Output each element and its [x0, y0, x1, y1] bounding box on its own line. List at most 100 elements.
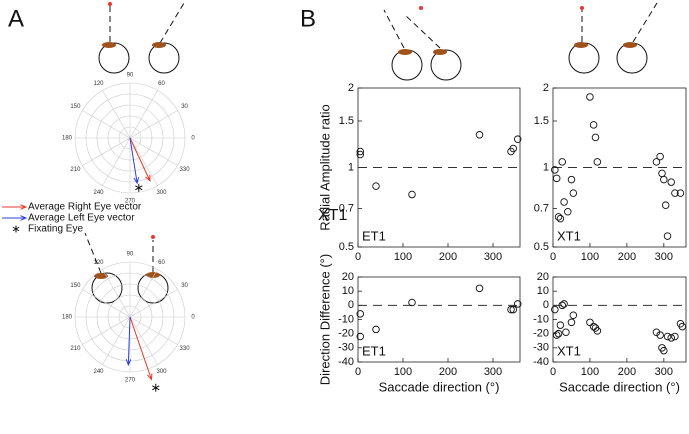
data-point — [671, 332, 679, 341]
x-tick-label: 100 — [394, 251, 412, 263]
data-point — [356, 150, 365, 159]
data-point — [558, 158, 566, 166]
polar-tick-label: 30 — [181, 283, 188, 289]
y-tick-label: 10 — [537, 285, 549, 297]
data-point — [564, 207, 572, 216]
vector-arrow — [125, 316, 132, 367]
x-tick-label: 300 — [484, 251, 502, 263]
x-tick-label: 300 — [655, 366, 673, 378]
data-point — [556, 214, 565, 223]
data-point — [567, 175, 576, 184]
x-tick-label: 100 — [581, 366, 599, 378]
polar-spoke — [82, 137, 131, 166]
vector-arrow — [129, 316, 153, 381]
polar-tick-label: 300 — [156, 190, 167, 196]
polar-spoke — [129, 316, 178, 345]
polar-spoke — [82, 316, 131, 345]
data-point — [372, 325, 380, 334]
polar-tick-label: 0 — [191, 136, 195, 142]
data-point — [514, 135, 522, 143]
panel-label: A — [8, 5, 24, 32]
polar-tick-label: 240 — [93, 369, 104, 375]
legend-label: Fixating Eye — [28, 224, 83, 235]
data-point — [551, 166, 559, 174]
y-tick-label: -30 — [533, 342, 549, 354]
data-point — [551, 305, 559, 314]
plot-annotation: XT1 — [557, 343, 581, 358]
y-tick-label: 10 — [342, 285, 354, 297]
data-point — [586, 93, 594, 101]
data-point — [475, 284, 484, 293]
data-point — [656, 331, 664, 339]
y-tick-label: 20 — [342, 271, 354, 283]
polar-tick-label: 300 — [156, 369, 167, 375]
data-point — [507, 305, 515, 314]
x-tick-label: 200 — [618, 366, 636, 378]
legend-label: Average Left Eye vector — [28, 213, 135, 224]
data-point — [589, 322, 598, 331]
y-tick-label: 1 — [543, 161, 549, 173]
x-axis-title: Saccade direction (°) — [559, 379, 680, 394]
data-point — [671, 189, 679, 197]
y-tick-label: 0.5 — [339, 241, 354, 253]
data-point — [589, 121, 598, 129]
y-tick-label: 0.5 — [534, 241, 549, 253]
data-point — [586, 318, 594, 327]
data-point — [554, 213, 563, 221]
data-point — [554, 329, 563, 338]
y-tick-label: -30 — [338, 342, 354, 354]
data-point — [509, 305, 518, 314]
x-tick-label: 100 — [581, 251, 599, 263]
legend-label: Average Right Eye vector — [28, 202, 142, 213]
x-tick-label: 0 — [550, 366, 556, 378]
x-axis-title: Saccade direction (°) — [379, 379, 500, 394]
x-tick-label: 200 — [439, 251, 457, 263]
polar-tick-label: 180 — [62, 136, 73, 142]
annotation: XT1 — [318, 207, 347, 224]
polar-tick-label: 120 — [93, 81, 104, 87]
data-point — [408, 190, 416, 199]
polar-tick-label: 330 — [180, 167, 191, 173]
legend-symbol — [2, 204, 28, 210]
x-tick-label: 0 — [355, 366, 361, 378]
polar-tick-label: 90 — [127, 73, 134, 79]
data-point — [660, 175, 668, 184]
polar-spoke — [129, 90, 158, 139]
x-tick-label: 200 — [439, 366, 457, 378]
plot-annotation: ET1 — [362, 228, 386, 243]
polar-tick-label: 240 — [93, 190, 104, 196]
data-point — [509, 144, 518, 153]
polar-spoke — [129, 316, 158, 365]
polar-spoke — [102, 137, 131, 186]
data-point — [560, 300, 568, 308]
polar-spoke — [129, 137, 158, 186]
y-tick-label: -40 — [338, 356, 354, 368]
data-point — [552, 174, 561, 183]
polar-tick-label: 180 — [62, 315, 73, 321]
x-tick-label: 0 — [550, 251, 556, 263]
y-tick-label: -20 — [533, 328, 549, 340]
data-point — [556, 321, 565, 329]
y-tick-label: 1 — [348, 161, 354, 173]
polar-tick-label: 210 — [70, 167, 81, 173]
y-axis-title: Direction Difference (°) — [317, 254, 332, 385]
y-tick-label: 2 — [543, 82, 549, 94]
legend-symbol — [2, 215, 28, 221]
polar-tick-label: 330 — [180, 346, 191, 352]
eye-drawings — [84, 2, 658, 304]
data-point — [475, 131, 484, 139]
data-point — [678, 322, 687, 331]
data-point — [552, 331, 561, 339]
data-point — [567, 318, 576, 327]
polar-spoke — [102, 316, 131, 365]
data-point — [656, 152, 664, 161]
fixating-star — [152, 383, 160, 392]
polar-spoke — [102, 269, 131, 318]
plot-annotation: ET1 — [362, 343, 386, 358]
polar-spoke — [129, 289, 178, 318]
polar-spoke — [129, 137, 178, 166]
y-tick-label: 2 — [348, 82, 354, 94]
y-tick-label: -20 — [338, 328, 354, 340]
